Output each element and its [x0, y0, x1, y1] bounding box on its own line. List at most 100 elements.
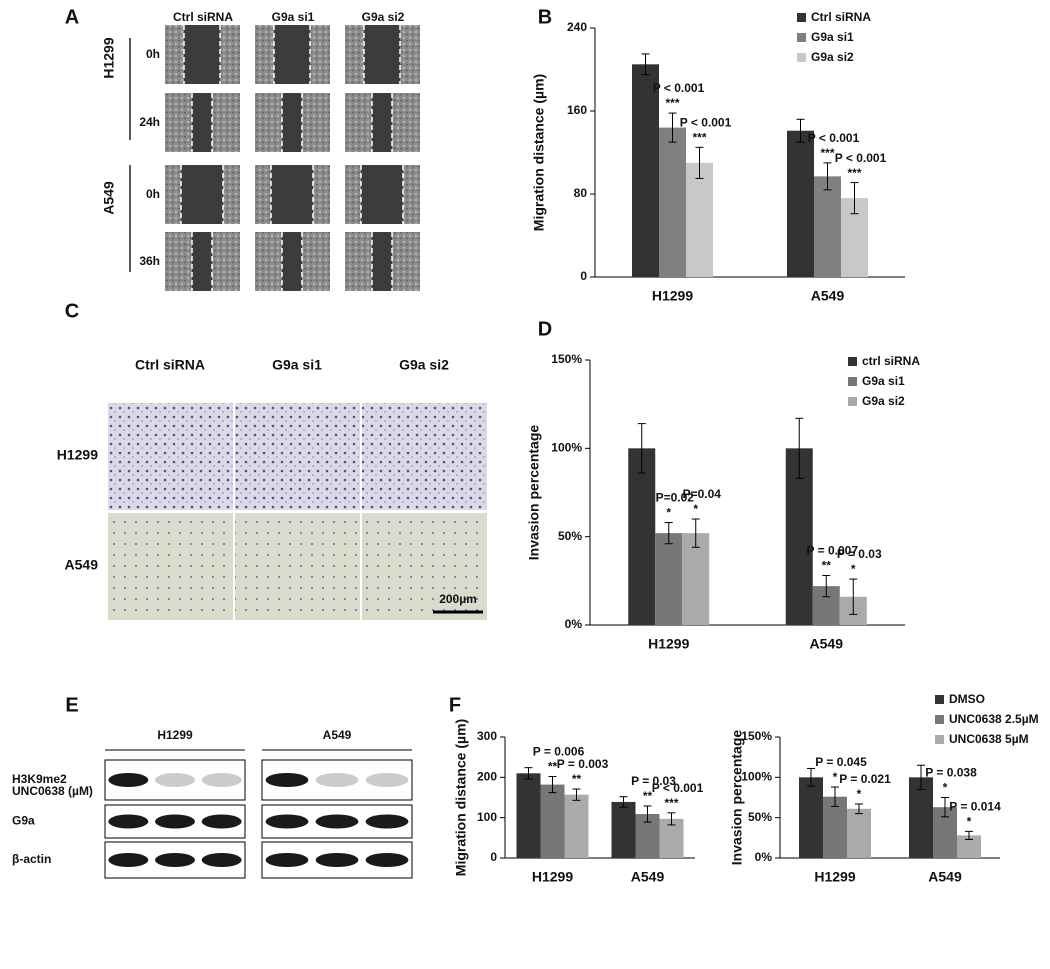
x-tick-label: A549 — [810, 636, 844, 652]
legend-label: UNC0638 5µM — [949, 732, 1029, 746]
y-tick-label: 0% — [565, 617, 583, 631]
bar — [516, 773, 541, 858]
wound-gap — [364, 25, 400, 84]
cell-line-label: A549 — [323, 728, 352, 742]
y-tick-label: 160 — [567, 103, 587, 117]
legend-label: ctrl siRNA — [862, 354, 920, 368]
bar — [655, 533, 683, 625]
p-value-label: P < 0.001 — [680, 115, 732, 129]
wound-gap — [361, 165, 403, 224]
blot-band — [108, 773, 149, 787]
transwell-image — [235, 403, 360, 510]
legend-label: G9a si2 — [862, 394, 905, 408]
legend-swatch — [935, 695, 944, 704]
bar — [682, 533, 710, 625]
column-label: G9a si2 — [399, 357, 449, 373]
significance-stars: ** — [643, 789, 653, 803]
y-axis-label: Invasion percentage — [729, 730, 745, 866]
legend-swatch — [797, 33, 806, 42]
y-tick-label: 300 — [477, 729, 497, 743]
wound-gap — [184, 25, 220, 84]
significance-stars: * — [833, 770, 838, 784]
bar — [632, 64, 659, 277]
scale-label: 200µm — [439, 592, 477, 606]
y-tick-label: 150% — [551, 352, 582, 366]
y-tick-label: 50% — [558, 529, 582, 543]
column-label: Ctrl siRNA — [173, 10, 233, 24]
significance-stars: *** — [692, 130, 706, 144]
significance-stars: * — [693, 502, 698, 516]
transwell-image — [362, 513, 487, 620]
legend-swatch — [797, 13, 806, 22]
bar — [957, 835, 981, 858]
x-tick-label: H1299 — [652, 288, 693, 304]
y-tick-label: 240 — [567, 20, 587, 34]
blot-band — [315, 853, 359, 867]
wound-gap — [271, 165, 313, 224]
wound-gap — [192, 232, 212, 291]
y-tick-label: 50% — [748, 810, 772, 824]
wound-gap — [181, 165, 223, 224]
y-axis-label: Migration distance (µm) — [453, 719, 469, 876]
blot-band — [315, 773, 359, 787]
p-value-label: P = 0.014 — [949, 800, 1001, 814]
bar — [659, 127, 686, 277]
bar — [628, 448, 656, 625]
y-tick-label: 0 — [490, 850, 497, 864]
significance-stars: ** — [548, 760, 558, 774]
significance-stars: *** — [847, 166, 861, 180]
bar — [823, 796, 847, 858]
x-tick-label: A549 — [631, 869, 665, 885]
bar — [814, 176, 841, 277]
panel-letter: F — [449, 694, 461, 716]
x-tick-label: H1299 — [814, 869, 855, 885]
wound-gap — [192, 93, 212, 152]
bar — [564, 794, 589, 858]
blot-band — [201, 814, 242, 829]
panel-letter: D — [538, 318, 552, 340]
legend-swatch — [848, 397, 857, 406]
column-label: G9a si1 — [272, 10, 315, 24]
bar — [686, 162, 713, 277]
panel-letter: B — [538, 6, 552, 28]
blot-band — [265, 853, 309, 867]
cell-line-label: H1299 — [101, 37, 117, 78]
cell-line-label: A549 — [101, 181, 117, 215]
wound-gap — [282, 232, 302, 291]
x-tick-label: H1299 — [648, 636, 689, 652]
wound-gap — [274, 25, 310, 84]
p-value-label: P = 0.038 — [925, 766, 977, 780]
blot-band — [108, 853, 149, 867]
transwell-image — [362, 403, 487, 510]
blot-band — [155, 814, 195, 829]
p-value-label: P=0.02 — [656, 491, 695, 505]
time-label: 24h — [139, 115, 160, 129]
column-label: G9a si1 — [272, 357, 322, 373]
legend-swatch — [935, 735, 944, 744]
legend-swatch — [797, 53, 806, 62]
p-value-label: P < 0.001 — [652, 781, 704, 795]
y-tick-label: 100 — [477, 810, 497, 824]
x-tick-label: A549 — [928, 869, 962, 885]
p-value-label: P = 0.006 — [533, 745, 585, 759]
significance-stars: * — [666, 506, 671, 520]
y-axis-label: Invasion percentage — [526, 425, 542, 561]
significance-stars: ** — [822, 559, 832, 573]
row-label: A549 — [65, 557, 99, 573]
transwell-image — [235, 513, 360, 620]
legend-label: G9a si2 — [811, 50, 854, 64]
transwell-image — [108, 513, 233, 620]
y-tick-label: 100% — [741, 770, 772, 784]
bar — [787, 130, 814, 277]
blot-band — [365, 773, 409, 787]
y-tick-label: 80 — [574, 186, 588, 200]
legend-label: UNC0638 2.5µM — [949, 712, 1039, 726]
significance-stars: * — [943, 781, 948, 795]
legend-swatch — [848, 377, 857, 386]
legend-label: G9a si1 — [811, 30, 854, 44]
bar — [847, 808, 871, 858]
p-value-label: P=0.04 — [683, 487, 722, 501]
p-value-label: P < 0.001 — [808, 131, 860, 145]
time-label: 36h — [139, 254, 160, 268]
